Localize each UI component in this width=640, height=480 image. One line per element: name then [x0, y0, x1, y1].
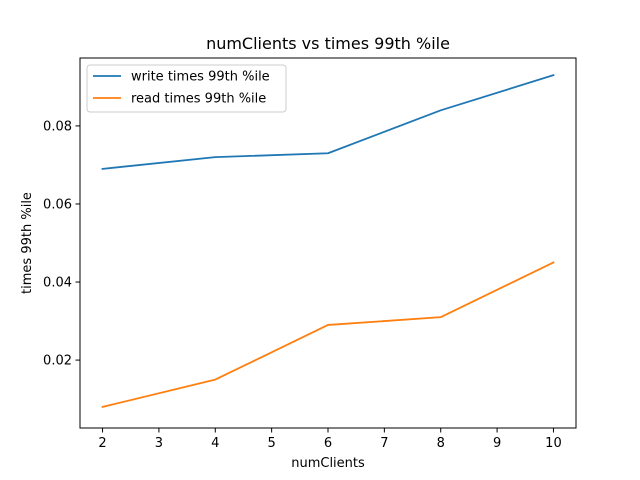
x-tick-label: 8 [437, 436, 445, 451]
y-tick-label: 0.02 [43, 354, 72, 369]
x-axis: 2 3 4 5 6 7 8 9 10 [98, 428, 562, 451]
x-tick-label: 5 [267, 436, 275, 451]
y-tick-label: 0.06 [43, 197, 72, 212]
legend-frame [86, 64, 287, 113]
x-tick-label: 2 [98, 436, 106, 451]
y-tick-label: 0.04 [43, 276, 72, 291]
chart-title: numClients vs times 99th %ile [206, 34, 450, 53]
series-line-1 [101, 261, 555, 409]
x-tick-label: 9 [493, 436, 501, 451]
x-axis-label: numClients [291, 456, 365, 471]
y-tick-label: 0.08 [43, 119, 72, 134]
y-axis-label: times 99th %ile [20, 192, 35, 294]
legend-label-0: write times 99th %ile [131, 70, 270, 85]
x-tick-label: 7 [380, 436, 388, 451]
y-axis: 0.02 0.04 0.06 0.08 [43, 119, 80, 369]
plot-area [79, 57, 577, 429]
series-layer [101, 74, 555, 409]
x-tick-label: 10 [545, 436, 562, 451]
x-tick-label: 4 [211, 436, 219, 451]
legend-label-1: read times 99th %ile [131, 92, 266, 107]
axes-background [80, 58, 576, 428]
x-tick-label: 6 [324, 436, 332, 451]
legend: write times 99th %ile read times 99th %il… [86, 64, 287, 113]
x-tick-label: 3 [155, 436, 163, 451]
series-line-0 [101, 74, 555, 170]
